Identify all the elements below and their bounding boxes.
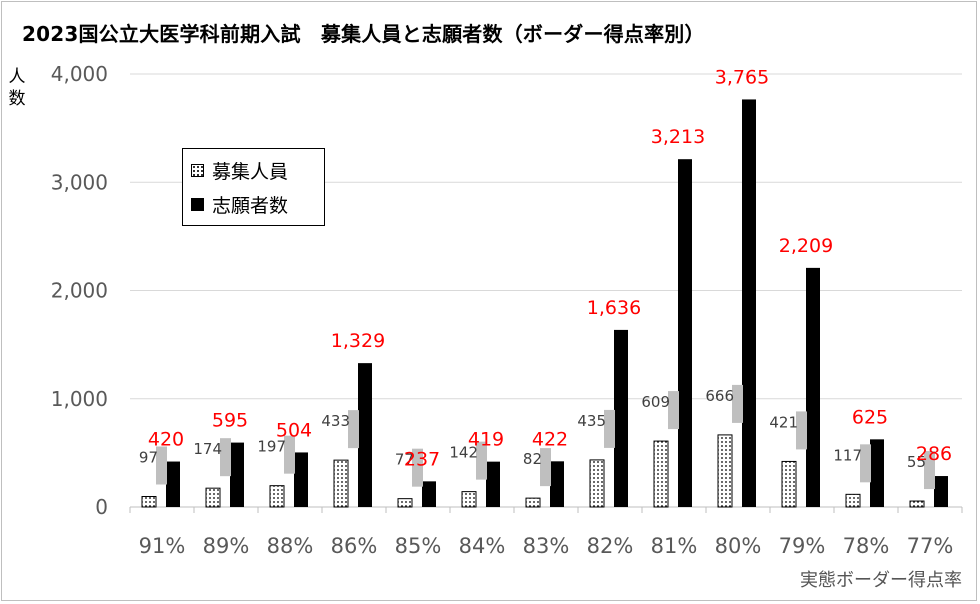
applicants-data-label: 3,765	[715, 66, 769, 88]
applicants-bar	[870, 439, 884, 507]
recruitment-label-box	[604, 409, 615, 448]
x-tick-label: 79%	[779, 534, 826, 558]
recruitment-data-label: 666	[705, 387, 734, 405]
bars	[141, 99, 948, 508]
recruitment-label-box	[220, 438, 231, 477]
y-tick-label: 3,000	[51, 170, 108, 194]
recruitment-data-label: 97	[139, 448, 158, 466]
recruitment-data-label: 609	[641, 393, 670, 411]
recruitment-label-box	[540, 448, 551, 487]
recruitment-data-label: 55	[907, 453, 926, 471]
recruitment-bar	[205, 487, 221, 508]
y-tick-label: 2,000	[51, 279, 108, 303]
applicants-data-label: 422	[532, 428, 568, 450]
recruitment-data-label: 117	[833, 446, 862, 464]
tick-labels: 0 1,000 2,000 3,000 4,000 91% 89% 88% 86% 85% 84% 8…	[51, 62, 954, 558]
x-tick-label: 88%	[267, 534, 314, 558]
legend-item-applicants: 志願者数	[191, 187, 316, 221]
recruitment-label-box	[412, 448, 423, 487]
x-tick-label: 78%	[843, 534, 890, 558]
legend: 募集人員 志願者数	[182, 148, 325, 226]
applicants-data-label: 420	[148, 429, 184, 451]
applicants-bar	[166, 461, 180, 507]
recruitment-label-box	[860, 444, 871, 483]
x-tick-label: 89%	[203, 534, 250, 558]
x-tick-label: 91%	[139, 534, 186, 558]
applicants-data-label: 419	[468, 429, 504, 451]
recruitment-bar	[717, 434, 733, 508]
recruitment-data-label: 82	[523, 450, 542, 468]
recruitment-data-label: 174	[193, 440, 222, 458]
recruitment-label-box	[924, 451, 935, 490]
applicants-bar	[742, 99, 756, 507]
applicants-bar	[358, 363, 372, 507]
y-tick-label: 4,000	[51, 62, 108, 86]
recruitment-bar	[397, 498, 413, 508]
applicants-data-label: 1,329	[331, 330, 385, 352]
x-tick-label: 80%	[715, 534, 762, 558]
recruitment-label-box	[156, 446, 167, 485]
recruitment-bar	[653, 440, 669, 508]
recruitment-bar	[845, 493, 861, 508]
x-tick-label: 81%	[651, 534, 698, 558]
recruitment-bar	[589, 459, 605, 508]
recruitment-bar	[781, 460, 797, 508]
recruitment-label-box	[732, 384, 743, 423]
recruitment-bar	[909, 500, 925, 508]
applicants-bar	[230, 442, 244, 507]
recruitment-data-label: 197	[257, 438, 286, 456]
applicants-bar	[678, 159, 692, 507]
x-tick-label: 84%	[459, 534, 506, 558]
applicants-data-label: 504	[276, 419, 312, 441]
recruitment-bar	[141, 495, 157, 508]
recruitment-data-label: 421	[769, 413, 798, 431]
applicants-data-label: 1,636	[587, 297, 641, 319]
applicants-data-label: 237	[404, 448, 440, 470]
legend-swatch-recruitment	[191, 163, 204, 177]
legend-swatch-applicants	[191, 197, 204, 211]
applicants-bar	[934, 476, 948, 507]
applicants-bar	[614, 329, 628, 507]
applicants-bar	[806, 267, 820, 507]
y-axis-label: 人 数	[8, 67, 26, 109]
x-axis-label: 実態ボーダー得点率	[800, 570, 962, 591]
applicants-data-label: 3,213	[651, 126, 705, 148]
legend-label-applicants: 志願者数	[212, 194, 289, 217]
recruitment-data-label: 433	[321, 412, 350, 430]
recruitment-bar	[525, 497, 541, 508]
x-tick-label: 83%	[523, 534, 570, 558]
x-tick-label: 86%	[331, 534, 378, 558]
applicants-bar	[422, 481, 436, 507]
recruitment-data-label: 77	[395, 451, 414, 469]
recruitment-bar	[269, 485, 285, 508]
y-tick-label: 1,000	[51, 387, 108, 411]
recruitment-label-box	[284, 435, 295, 474]
x-tick-label: 85%	[395, 534, 442, 558]
applicants-data-label: 286	[916, 443, 952, 465]
y-tick-label: 0	[95, 495, 108, 519]
applicants-data-label: 625	[852, 406, 888, 428]
legend-label-recruitment: 募集人員	[212, 160, 289, 183]
legend-item-recruitment: 募集人員	[191, 153, 316, 187]
x-tick-label: 77%	[907, 534, 954, 558]
recruitment-bar	[461, 491, 477, 508]
recruitment-data-label: 435	[577, 412, 606, 430]
applicants-bar	[550, 461, 564, 507]
chart-title: 2023国公立大医学科前期入試 募集人員と志願者数（ボーダー得点率別）	[22, 22, 705, 46]
applicants-bar	[294, 452, 308, 507]
recruitment-label-box	[348, 410, 359, 449]
applicants-data-label: 595	[212, 410, 248, 432]
x-tick-label: 82%	[587, 534, 634, 558]
applicants-data-label: 2,209	[779, 235, 833, 257]
recruitment-label-box	[668, 391, 679, 430]
recruitment-bar	[333, 459, 349, 508]
recruitment-label-box	[796, 411, 807, 450]
recruitment-label-box	[476, 441, 487, 480]
recruitment-data-label: 142	[449, 444, 478, 462]
applicants-bar	[486, 461, 500, 507]
